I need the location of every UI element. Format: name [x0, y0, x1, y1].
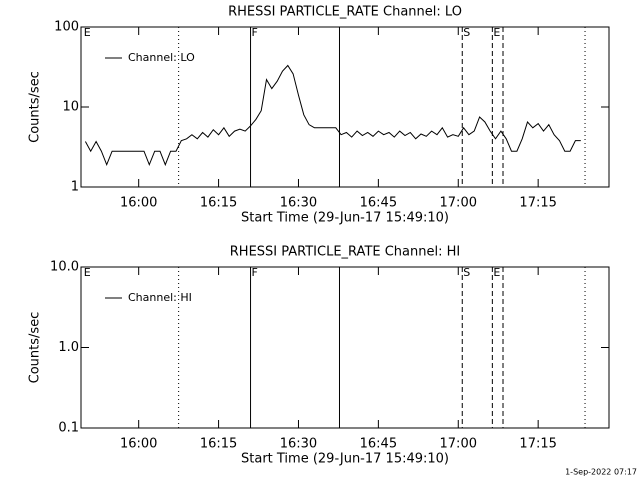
- x-tick-label: 17:00: [440, 196, 477, 211]
- flag-label: F: [252, 266, 258, 279]
- legend-label: Channel: HI: [128, 291, 192, 304]
- y-tick-label: 0.1: [58, 421, 79, 436]
- x-axis-title: Start Time (29-Jun-17 15:49:10): [241, 211, 449, 226]
- y-tick-label: 1.0: [58, 340, 79, 355]
- y-tick-label: 1: [71, 180, 79, 195]
- x-tick-label: 16:45: [360, 196, 397, 211]
- x-tick-label: 16:30: [280, 196, 317, 211]
- chart-title: RHESSI PARTICLE_RATE Channel: LO: [228, 5, 462, 20]
- flag-label: E: [493, 26, 500, 39]
- x-tick-label: 16:00: [120, 437, 157, 452]
- x-tick-label: 16:00: [120, 196, 157, 211]
- x-tick-label: 16:15: [200, 196, 237, 211]
- x-tick-label: 16:15: [200, 437, 237, 452]
- x-tick-label: 16:45: [360, 437, 397, 452]
- chart-title: RHESSI PARTICLE_RATE Channel: HI: [230, 245, 460, 260]
- y-tick-label: 100: [54, 20, 79, 35]
- y-tick-label: 10.0: [50, 260, 79, 275]
- y-axis-title: Counts/sec: [28, 312, 43, 384]
- x-axis-title: Start Time (29-Jun-17 15:49:10): [241, 452, 449, 467]
- y-axis-title: Counts/sec: [28, 71, 43, 143]
- x-tick-label: 17:15: [519, 437, 556, 452]
- flag-label: E: [493, 266, 500, 279]
- flag-label: E: [84, 266, 91, 279]
- x-tick-label: 16:30: [280, 437, 317, 452]
- footer: 1-Sep-2022 07:17: [565, 468, 637, 477]
- flag-label: F: [252, 26, 258, 39]
- x-tick-label: 17:15: [519, 196, 556, 211]
- flag-label: E: [84, 26, 91, 39]
- legend-label: Channel: LO: [128, 51, 195, 64]
- y-tick-label: 10: [62, 100, 79, 115]
- x-tick-label: 17:00: [440, 437, 477, 452]
- flag-label: S: [463, 26, 470, 39]
- flag-label: S: [463, 266, 470, 279]
- data-line: [84, 64, 581, 167]
